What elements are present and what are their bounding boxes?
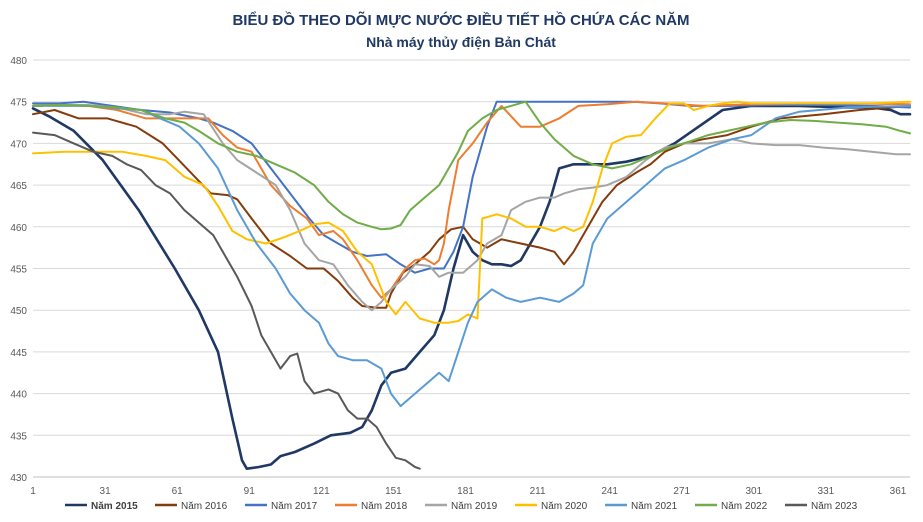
legend-label: Năm 2020 bbox=[541, 501, 588, 512]
series-line-4 bbox=[32, 104, 911, 312]
series-line-7 bbox=[32, 100, 911, 231]
x-tick-label: 271 bbox=[673, 486, 690, 497]
y-tick-label: 460 bbox=[10, 223, 27, 234]
legend-item: Năm 2015 bbox=[65, 501, 138, 512]
x-tick-label: 91 bbox=[244, 486, 256, 497]
x-tick-label: 331 bbox=[818, 486, 835, 497]
y-tick-label: 450 bbox=[10, 306, 27, 317]
legend-label: Năm 2019 bbox=[451, 501, 498, 512]
x-tick-label: 211 bbox=[530, 486, 546, 497]
x-tick-label: 361 bbox=[890, 486, 907, 497]
x-tick-label: 181 bbox=[457, 486, 474, 497]
series-lines bbox=[31, 100, 912, 470]
legend-label: Năm 2015 bbox=[91, 501, 138, 512]
legend-label: Năm 2018 bbox=[361, 501, 408, 512]
grid-lines bbox=[33, 59, 910, 478]
series-line-3 bbox=[32, 100, 911, 299]
y-tick-label: 480 bbox=[10, 56, 27, 67]
y-tick-label: 465 bbox=[10, 181, 27, 192]
legend-item: Năm 2018 bbox=[335, 501, 408, 512]
series-line-6 bbox=[32, 104, 911, 408]
legend-item: Năm 2023 bbox=[785, 501, 858, 512]
legend-item: Năm 2017 bbox=[245, 501, 318, 512]
legend-item: Năm 2022 bbox=[695, 501, 768, 512]
legend-item: Năm 2020 bbox=[515, 501, 588, 512]
y-tick-label: 455 bbox=[10, 265, 27, 276]
y-tick-label: 430 bbox=[10, 473, 27, 484]
x-tick-label: 301 bbox=[745, 486, 762, 497]
legend: Năm 2015 Năm 2016 Năm 2017 Năm 2018 Năm 2019… bbox=[65, 501, 858, 512]
legend-label: Năm 2021 bbox=[631, 501, 678, 512]
series-line-1 bbox=[32, 104, 911, 309]
legend-item: Năm 2019 bbox=[425, 501, 498, 512]
y-tick-label: 440 bbox=[10, 390, 27, 401]
series-line-8 bbox=[32, 131, 421, 470]
series-line-5 bbox=[32, 100, 911, 324]
y-tick-label: 475 bbox=[10, 98, 27, 109]
y-tick-label: 435 bbox=[10, 431, 27, 442]
legend-label: Năm 2022 bbox=[721, 501, 768, 512]
x-tick-label: 1 bbox=[30, 486, 36, 497]
x-tick-label: 151 bbox=[385, 486, 402, 497]
legend-label: Năm 2017 bbox=[271, 501, 318, 512]
legend-item: Năm 2021 bbox=[605, 501, 678, 512]
series-line-0 bbox=[31, 104, 912, 470]
legend-item: Năm 2016 bbox=[155, 501, 228, 512]
y-tick-label: 445 bbox=[10, 348, 27, 359]
chart-subtitle: Nhà máy thủy điện Bản Chát bbox=[366, 34, 556, 50]
axes: 430 435 440 445 450 455 460 465 470 475 480 1 31 61 91… bbox=[10, 56, 910, 497]
x-tick-label: 31 bbox=[100, 486, 112, 497]
x-tick-label: 121 bbox=[313, 486, 330, 497]
legend-label: Năm 2023 bbox=[811, 501, 858, 512]
x-tick-label: 61 bbox=[172, 486, 184, 497]
chart-title: BIỂU ĐỒ THEO DÕI MỰC NƯỚC ĐIỀU TIẾT HỒ C… bbox=[232, 11, 689, 29]
x-tick-label: 241 bbox=[601, 486, 618, 497]
y-tick-label: 470 bbox=[10, 139, 27, 150]
legend-label: Năm 2016 bbox=[181, 501, 228, 512]
